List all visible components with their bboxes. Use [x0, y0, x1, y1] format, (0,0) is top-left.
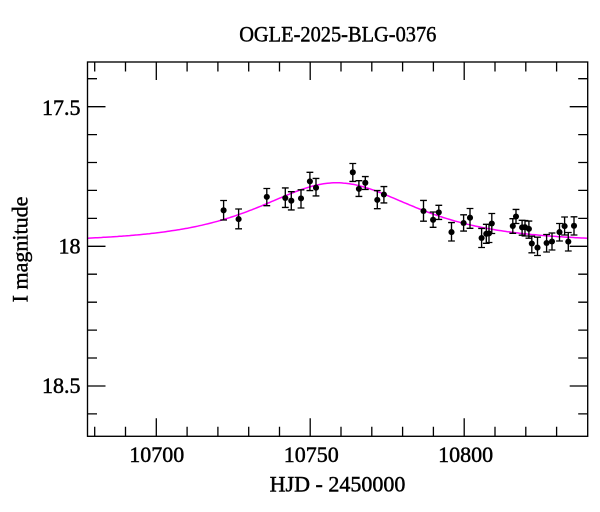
svg-text:18.5: 18.5 — [42, 373, 81, 398]
svg-text:OGLE-2025-BLG-0376: OGLE-2025-BLG-0376 — [239, 21, 436, 46]
svg-text:I magnitude: I magnitude — [8, 197, 33, 303]
svg-text:17.5: 17.5 — [42, 95, 81, 120]
svg-text:10800: 10800 — [438, 442, 493, 467]
svg-text:HJD - 2450000: HJD - 2450000 — [270, 471, 406, 496]
svg-text:10700: 10700 — [129, 442, 184, 467]
svg-text:10750: 10750 — [284, 442, 339, 467]
svg-text:18: 18 — [59, 234, 81, 259]
